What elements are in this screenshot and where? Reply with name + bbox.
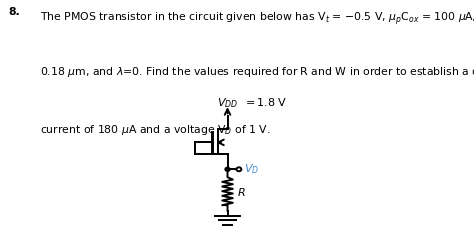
Text: 0.18 $\mu$m, and $\lambda$=0. Find the values required for R and W in order to e: 0.18 $\mu$m, and $\lambda$=0. Find the v… xyxy=(40,65,474,79)
Text: $V_{DD}$: $V_{DD}$ xyxy=(217,96,238,110)
Text: $R$: $R$ xyxy=(237,186,246,198)
Circle shape xyxy=(225,167,230,171)
Text: $V_D$: $V_D$ xyxy=(244,162,259,176)
Text: 8.: 8. xyxy=(9,7,20,17)
Text: The PMOS transistor in the circuit given below has V$_t$ = $-$0.5 V, $\mu_p$C$_{: The PMOS transistor in the circuit given… xyxy=(40,7,474,28)
Text: current of 180 $\mu$A and a voltage V$_D$ of 1 V.: current of 180 $\mu$A and a voltage V$_D… xyxy=(40,123,271,137)
Text: $= 1.8\ \mathrm{V}$: $= 1.8\ \mathrm{V}$ xyxy=(243,96,287,108)
